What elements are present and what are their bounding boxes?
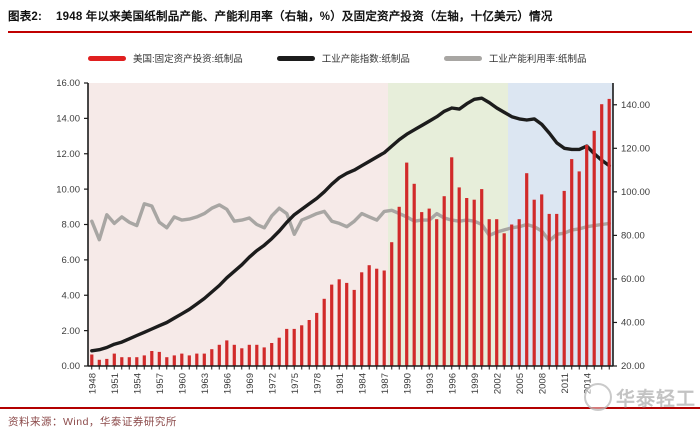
- svg-text:60.00: 60.00: [621, 274, 645, 285]
- svg-text:1972: 1972: [267, 373, 278, 394]
- svg-text:2005: 2005: [515, 373, 526, 394]
- svg-text:100.00: 100.00: [621, 187, 650, 198]
- right-axis-line-series: [90, 96, 611, 353]
- svg-text:1978: 1978: [312, 373, 323, 394]
- svg-text:1957: 1957: [155, 373, 166, 394]
- source-note: 资料来源：Wind，华泰证券研究所: [8, 416, 177, 428]
- legend-item-utilization: 工业产能利用率:纸制品: [443, 51, 587, 65]
- svg-text:14.00: 14.00: [56, 114, 80, 125]
- combo-chart: 0.00 2.00 4.00 6.00 8.00 10.00 12.00 14.00 16.00…: [56, 78, 650, 394]
- svg-text:10.00: 10.00: [56, 184, 80, 195]
- svg-text:2014: 2014: [582, 373, 593, 394]
- svg-text:1993: 1993: [425, 373, 436, 394]
- legend-label: 工业产能利用率:纸制品: [488, 54, 587, 65]
- svg-text:120.00: 120.00: [621, 144, 650, 155]
- svg-text:4.00: 4.00: [62, 290, 81, 301]
- lines-layer: [90, 96, 611, 353]
- svg-text:0.00: 0.00: [62, 361, 81, 372]
- footer-divider: [0, 407, 700, 409]
- axis-labels: 0.00 2.00 4.00 6.00 8.00 10.00 12.00 14.00 16.00…: [56, 78, 650, 394]
- legend-swatch-black: [276, 55, 315, 61]
- figure-title: 1948 年以来美国纸制品产能、产能利用率（右轴，%）及固定资产投资（左轴，十亿…: [56, 11, 553, 23]
- chart-legend: 美国:固定资产投资:纸制品 工业产能指数:纸制品 工业产能利用率:纸制品: [88, 51, 587, 65]
- svg-text:12.00: 12.00: [56, 149, 80, 160]
- svg-text:2008: 2008: [537, 373, 548, 394]
- svg-text:6.00: 6.00: [62, 255, 81, 266]
- svg-text:140.00: 140.00: [621, 100, 650, 111]
- svg-text:1984: 1984: [357, 373, 368, 394]
- bars-layer: [90, 98, 611, 367]
- svg-text:80.00: 80.00: [621, 231, 645, 242]
- watermark: 华泰轻工: [583, 383, 696, 411]
- legend-swatch-red: [88, 55, 126, 61]
- legend-label: 美国:固定资产投资:纸制品: [133, 54, 243, 65]
- svg-text:8.00: 8.00: [62, 220, 81, 231]
- svg-text:40.00: 40.00: [621, 318, 645, 329]
- watermark-logo-icon: [583, 383, 612, 411]
- legend-item-investment: 美国:固定资产投资:纸制品: [88, 51, 243, 65]
- watermark-text: 华泰轻工: [615, 388, 696, 410]
- svg-text:1987: 1987: [380, 373, 391, 394]
- right-axis-line-series: [90, 202, 611, 243]
- figure-tag: 图表2:: [8, 11, 43, 23]
- svg-text:1963: 1963: [200, 373, 211, 394]
- figure-title-row: 图表2: 1948 年以来美国纸制品产能、产能利用率（右轴，%）及固定资产投资（左…: [8, 8, 694, 24]
- svg-text:2.00: 2.00: [62, 326, 81, 337]
- svg-text:2011: 2011: [560, 373, 571, 393]
- legend-swatch-gray: [443, 55, 482, 61]
- legend-label: 工业产能指数:纸制品: [321, 54, 410, 65]
- svg-text:1948: 1948: [87, 373, 98, 394]
- svg-text:1960: 1960: [177, 373, 188, 394]
- legend-item-capacity: 工业产能指数:纸制品: [276, 51, 410, 65]
- title-divider: [8, 31, 692, 33]
- svg-text:1954: 1954: [132, 373, 143, 394]
- svg-text:1996: 1996: [447, 373, 458, 394]
- tick-marks: [84, 82, 617, 370]
- svg-text:1981: 1981: [335, 373, 346, 394]
- svg-text:1999: 1999: [470, 373, 481, 394]
- svg-text:1990: 1990: [402, 373, 413, 394]
- svg-text:1969: 1969: [245, 373, 256, 394]
- svg-text:16.00: 16.00: [56, 78, 80, 89]
- svg-text:2002: 2002: [492, 373, 503, 394]
- svg-text:1966: 1966: [222, 373, 233, 394]
- svg-text:20.00: 20.00: [621, 361, 645, 372]
- svg-text:1975: 1975: [290, 373, 301, 394]
- svg-text:1951: 1951: [110, 373, 121, 394]
